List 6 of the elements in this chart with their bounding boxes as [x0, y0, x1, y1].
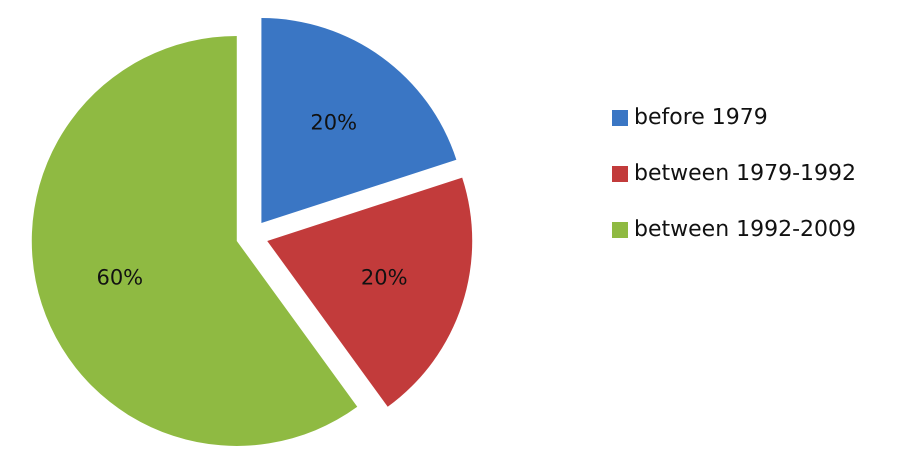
data-label: 20% — [310, 110, 358, 134]
data-label: 20% — [360, 266, 408, 290]
legend-label: between 1979-1992 — [634, 161, 856, 186]
legend-label: between 1992-2009 — [634, 217, 856, 242]
legend-label: before 1979 — [634, 105, 768, 130]
data-label: 60% — [96, 266, 144, 290]
